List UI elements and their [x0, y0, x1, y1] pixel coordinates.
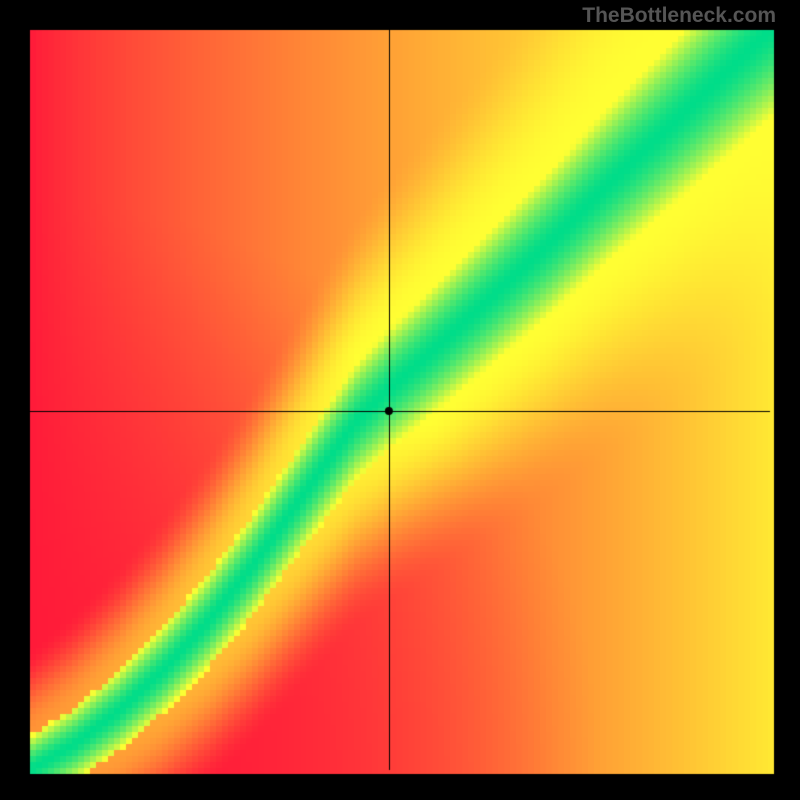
source-watermark: TheBottleneck.com	[582, 4, 776, 28]
chart-stage: TheBottleneck.com	[0, 0, 800, 800]
bottleneck-heatmap	[0, 0, 800, 800]
